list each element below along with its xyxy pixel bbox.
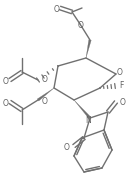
Text: F: F	[119, 80, 123, 90]
Text: O: O	[42, 74, 48, 84]
Polygon shape	[37, 88, 54, 101]
Text: O: O	[54, 4, 60, 13]
Text: O: O	[3, 99, 9, 108]
Text: O: O	[120, 97, 126, 107]
Text: O: O	[78, 21, 84, 30]
Polygon shape	[86, 40, 91, 58]
Text: O: O	[64, 143, 70, 153]
Text: O: O	[42, 96, 48, 105]
Text: O: O	[3, 76, 9, 85]
Text: O: O	[117, 68, 123, 76]
Polygon shape	[74, 100, 91, 119]
Text: N: N	[85, 116, 91, 125]
